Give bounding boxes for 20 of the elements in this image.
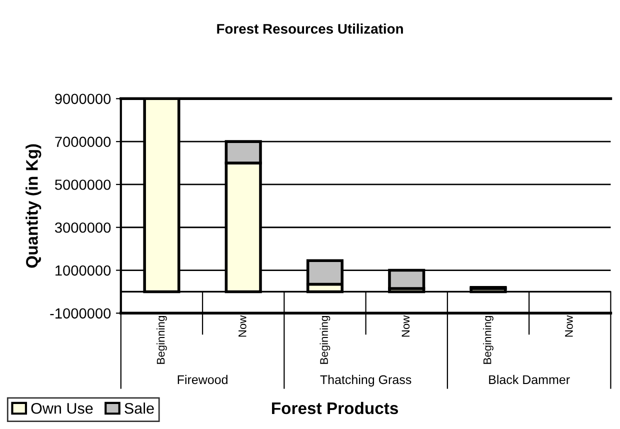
legend-label: Sale bbox=[124, 402, 154, 414]
x-tick-label: Beginning bbox=[483, 316, 494, 364]
x-tick-label: Now bbox=[402, 315, 410, 337]
x-axis-title: Forest Products bbox=[272, 402, 398, 414]
y-tick-label: 7000000 bbox=[55, 136, 111, 147]
y-tick-label: -1000000 bbox=[50, 308, 111, 319]
y-tick-label: 3000000 bbox=[54, 222, 111, 233]
y-tick-label: 1000000 bbox=[56, 265, 111, 276]
legend-label: Own Use bbox=[31, 402, 93, 414]
chart-title: Forest Resources Utilization bbox=[217, 24, 403, 34]
x-tick-label: Now bbox=[565, 315, 573, 337]
x-tick-label: Beginning bbox=[156, 316, 167, 364]
text: Black Dammer bbox=[489, 374, 570, 384]
y-axis-title: Quantity (in Kg) bbox=[26, 144, 42, 268]
text: Firewood bbox=[178, 374, 228, 384]
x-tick-label: Beginning bbox=[320, 316, 330, 364]
y-tick-label: 5000000 bbox=[54, 180, 111, 190]
text: Thatching Grass bbox=[320, 374, 412, 387]
y-tick-label: 9000000 bbox=[55, 94, 111, 104]
x-tick-label: Now bbox=[238, 315, 246, 337]
